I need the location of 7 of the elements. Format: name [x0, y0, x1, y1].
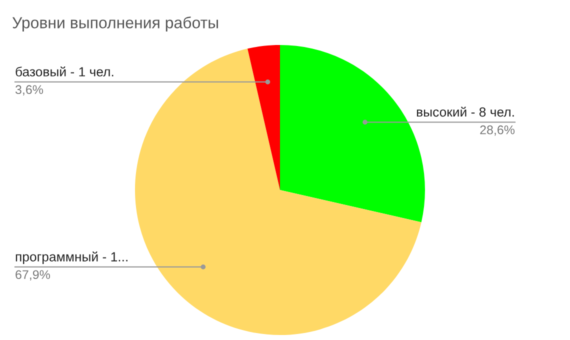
data-label: 67,9%: [16, 270, 50, 281]
chart-title: Уровни выполнения работы: [12, 16, 218, 32]
slice-label: программный - 1...: [16, 252, 128, 264]
data-label: 28,6%: [480, 125, 515, 136]
data-label: 3,6%: [15, 85, 44, 96]
slice-label: базовый - 1 чел.: [16, 66, 114, 76]
slice-label: высокий - 8 чел.: [416, 106, 514, 117]
